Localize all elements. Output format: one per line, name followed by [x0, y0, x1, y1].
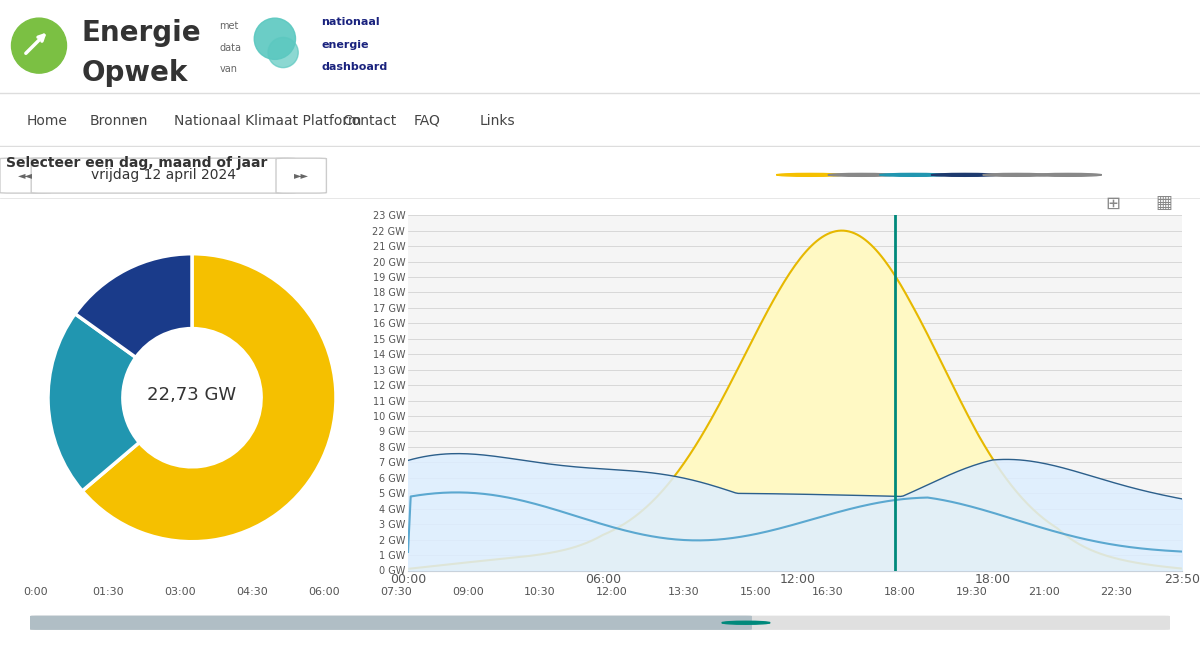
Wedge shape [76, 254, 192, 357]
Text: data: data [220, 42, 241, 53]
Circle shape [880, 173, 947, 176]
Text: 03:00: 03:00 [164, 587, 196, 597]
Text: Opwek: Opwek [82, 59, 188, 87]
Text: Home: Home [26, 113, 67, 128]
Circle shape [722, 621, 770, 624]
Text: ⊞: ⊞ [1105, 194, 1121, 213]
Text: dashboard: dashboard [322, 63, 388, 72]
Text: Links: Links [480, 113, 516, 128]
Text: 01:30: 01:30 [92, 587, 124, 597]
Text: 21:00: 21:00 [1028, 587, 1060, 597]
FancyBboxPatch shape [0, 158, 50, 193]
Text: nationaal: nationaal [322, 17, 380, 27]
Text: van: van [220, 65, 238, 74]
FancyBboxPatch shape [30, 615, 1170, 630]
Wedge shape [83, 254, 336, 542]
Text: ►►: ►► [294, 170, 308, 180]
Circle shape [12, 18, 66, 73]
Wedge shape [48, 314, 139, 491]
Circle shape [931, 173, 998, 176]
Text: 13:30: 13:30 [668, 587, 700, 597]
Text: 06:00: 06:00 [308, 587, 340, 597]
Text: 15:00: 15:00 [740, 587, 772, 597]
Circle shape [983, 173, 1050, 176]
Text: 12:00: 12:00 [596, 587, 628, 597]
Text: 18:00: 18:00 [884, 587, 916, 597]
Text: 19:30: 19:30 [956, 587, 988, 597]
Text: Contact: Contact [342, 113, 396, 128]
Text: Energie: Energie [82, 19, 202, 47]
FancyBboxPatch shape [276, 158, 326, 193]
Circle shape [1034, 173, 1102, 176]
Circle shape [828, 173, 895, 176]
Text: 09:00: 09:00 [452, 587, 484, 597]
Text: 16:30: 16:30 [812, 587, 844, 597]
Circle shape [254, 18, 295, 59]
Text: ▾: ▾ [130, 115, 136, 126]
Text: Nationaal Klimaat Platform: Nationaal Klimaat Platform [174, 113, 361, 128]
Text: FAQ: FAQ [414, 113, 440, 128]
Text: 0:00: 0:00 [24, 587, 48, 597]
Text: 07:30: 07:30 [380, 587, 412, 597]
Circle shape [776, 173, 844, 176]
Text: ▦: ▦ [1156, 194, 1172, 213]
Text: vrijdag 12 april 2024: vrijdag 12 april 2024 [91, 168, 235, 182]
Text: energie: energie [322, 40, 370, 50]
Circle shape [268, 37, 299, 68]
Text: Selecteer een dag, maand of jaar: Selecteer een dag, maand of jaar [6, 156, 268, 170]
FancyBboxPatch shape [30, 615, 752, 630]
Text: 22,73 GW: 22,73 GW [148, 386, 236, 404]
Text: met: met [220, 21, 239, 31]
Text: 04:30: 04:30 [236, 587, 268, 597]
Text: 10:30: 10:30 [524, 587, 556, 597]
Text: 22:30: 22:30 [1100, 587, 1132, 597]
FancyBboxPatch shape [31, 158, 295, 193]
Text: Bronnen: Bronnen [90, 113, 149, 128]
Text: ◄◄: ◄◄ [18, 170, 32, 180]
